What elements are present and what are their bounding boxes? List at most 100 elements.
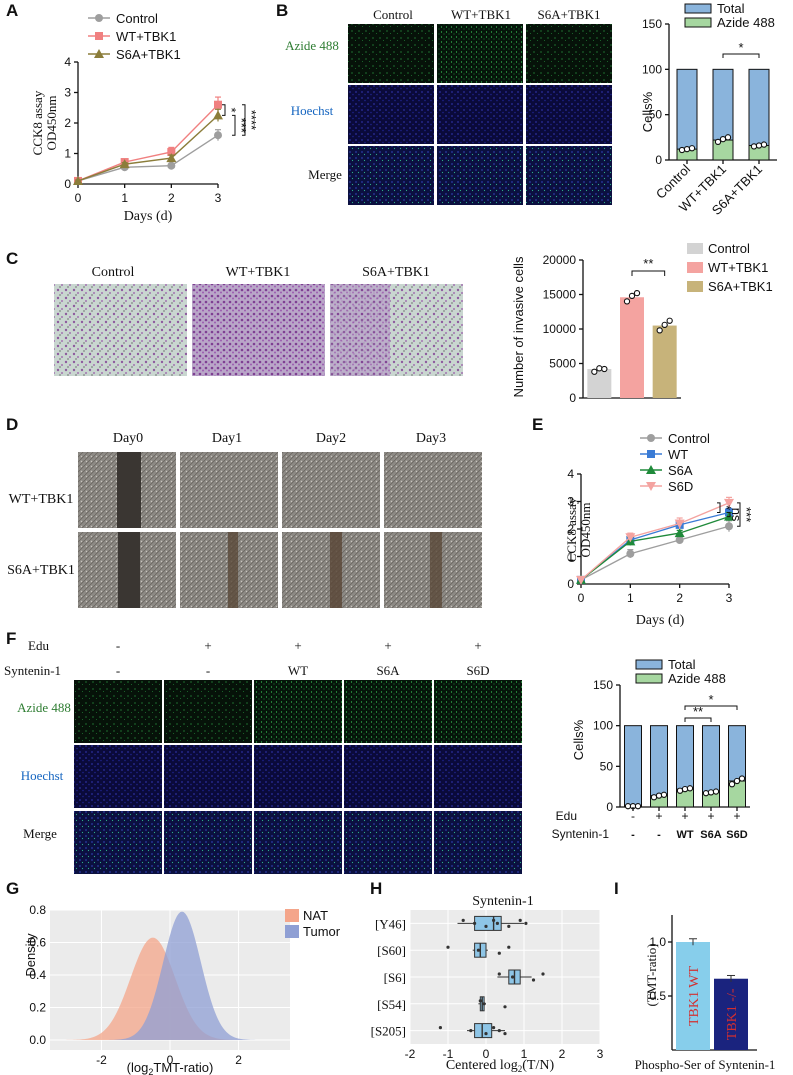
panel-e-ylabel-1: CCK8 assay <box>564 497 579 562</box>
micrograph-f <box>344 811 432 874</box>
replicate-point <box>633 289 641 297</box>
wound-gap <box>117 452 141 528</box>
bar <box>714 978 748 1050</box>
panel-i-bar-chart: (TMT-ratio) Phospho-Ser of Syntenin-1 0.… <box>635 915 775 1072</box>
category-label: [Y46] <box>375 916 406 931</box>
legend-label: Control <box>116 11 158 26</box>
replicate-point <box>656 327 663 334</box>
micrograph-b-merge-s6a <box>526 146 612 205</box>
panel-c-col-control: Control <box>92 265 135 280</box>
replicate-point <box>755 142 763 149</box>
significance-label: *** <box>739 507 754 522</box>
y-tick-label: 0.4 <box>29 968 46 982</box>
data-point <box>484 924 488 929</box>
legend-label: Total <box>668 657 696 672</box>
data-point <box>214 131 222 140</box>
legend-marker <box>95 32 103 40</box>
panel-f-edu-label: Edu <box>28 638 49 653</box>
edu-sign: + <box>681 809 688 823</box>
legend-swatch <box>687 262 703 273</box>
syntenin-label: - <box>631 829 635 841</box>
y-tick-label: 100 <box>642 62 662 76</box>
panel-d-col-day3: Day3 <box>416 431 446 446</box>
replicate-point <box>702 790 710 797</box>
y-tick-label: 1 <box>64 147 71 161</box>
series-line <box>77 114 219 182</box>
data-point <box>473 921 477 926</box>
y-tick-label: 0 <box>64 177 71 191</box>
data-point <box>495 921 499 926</box>
data-point <box>461 918 465 923</box>
data-point <box>484 1032 488 1036</box>
x-tick-label: 3 <box>726 591 733 605</box>
replicate-point <box>738 775 746 782</box>
data-point <box>725 522 733 531</box>
legend-label: WT <box>668 447 688 462</box>
significance-bracket <box>717 502 721 513</box>
significance-bracket <box>727 512 731 518</box>
micrograph-c-wt <box>192 284 325 376</box>
panel-label-e: E <box>532 415 543 434</box>
y-tick-label: 0.2 <box>29 1001 46 1015</box>
y-tick-label: 100 <box>593 719 613 733</box>
x-tick-label: 1 <box>627 591 634 605</box>
significance-label: * <box>224 108 239 113</box>
panel-label-c: C <box>6 249 18 268</box>
legend-label: Azide 488 <box>668 671 726 686</box>
y-tick-label: 20000 <box>543 253 577 267</box>
data-point <box>576 575 586 585</box>
legend-swatch <box>687 281 703 292</box>
micrograph-f <box>254 811 342 874</box>
data-point <box>724 498 734 508</box>
panel-c-micrographs: Control WT+TBK1 S6A+TBK1 <box>54 265 463 376</box>
data-point <box>446 945 450 949</box>
replicate-point <box>733 777 741 785</box>
legend-label: S6A+TBK1 <box>116 47 181 62</box>
legend-label: Control <box>668 431 710 446</box>
significance-label: ** <box>643 256 653 271</box>
data-point <box>476 948 480 952</box>
data-point <box>497 1029 501 1033</box>
data-point <box>119 159 130 169</box>
replicate-point <box>728 781 736 788</box>
panel-d-col-day2: Day2 <box>316 431 346 446</box>
x-tick-label: -2 <box>96 1053 107 1067</box>
x-tick-label: 1 <box>121 191 128 205</box>
panel-a-ylabel-1: CCK8 assay <box>30 90 45 155</box>
replicate-point <box>688 145 696 152</box>
x-tick-label: 2 <box>559 1047 566 1061</box>
micrograph-f <box>434 811 522 874</box>
replicate-point <box>676 787 684 794</box>
legend-label: S6A+TBK1 <box>708 279 773 294</box>
data-point <box>492 1026 496 1030</box>
syntenin-label: S6A <box>700 829 721 841</box>
micrograph-f <box>164 811 252 874</box>
panel-g-xlabel: (log2TMT-ratio) <box>127 1060 214 1075</box>
legend-label: S6D <box>668 479 693 494</box>
micrograph-f <box>74 680 162 743</box>
legend-label: Control <box>708 241 750 256</box>
micrograph-f <box>74 745 162 808</box>
wound-gap <box>430 532 442 608</box>
significance-bracket <box>232 114 236 136</box>
legend-marker <box>646 482 656 491</box>
replicate-point <box>660 791 668 798</box>
series-line <box>580 515 730 581</box>
x-tick-label: 1 <box>521 1047 528 1061</box>
replicate-point <box>628 292 636 300</box>
micrograph-d-wt-day3 <box>384 452 482 528</box>
panel-f-edu-axis-label: Edu <box>556 809 577 823</box>
density-area <box>50 911 290 1040</box>
replicate-point <box>623 298 631 305</box>
panel-e-xlabel: Days (d) <box>636 613 685 628</box>
bar-label: TBK1 WT <box>687 966 702 1026</box>
panel-c-ylabel: Number of invasive cells <box>511 256 526 397</box>
replicate-point <box>596 365 603 372</box>
y-tick-label: 15000 <box>543 288 577 302</box>
data-point <box>625 533 636 543</box>
panel-a-line-chart: CCK8 assay OD450nm Days (d) 0 1 2 3 4 0 1 2 3 Con… <box>30 11 259 224</box>
category-label: [S6] <box>384 970 406 985</box>
significance-label: * <box>738 40 743 55</box>
legend-swatch <box>635 659 663 670</box>
